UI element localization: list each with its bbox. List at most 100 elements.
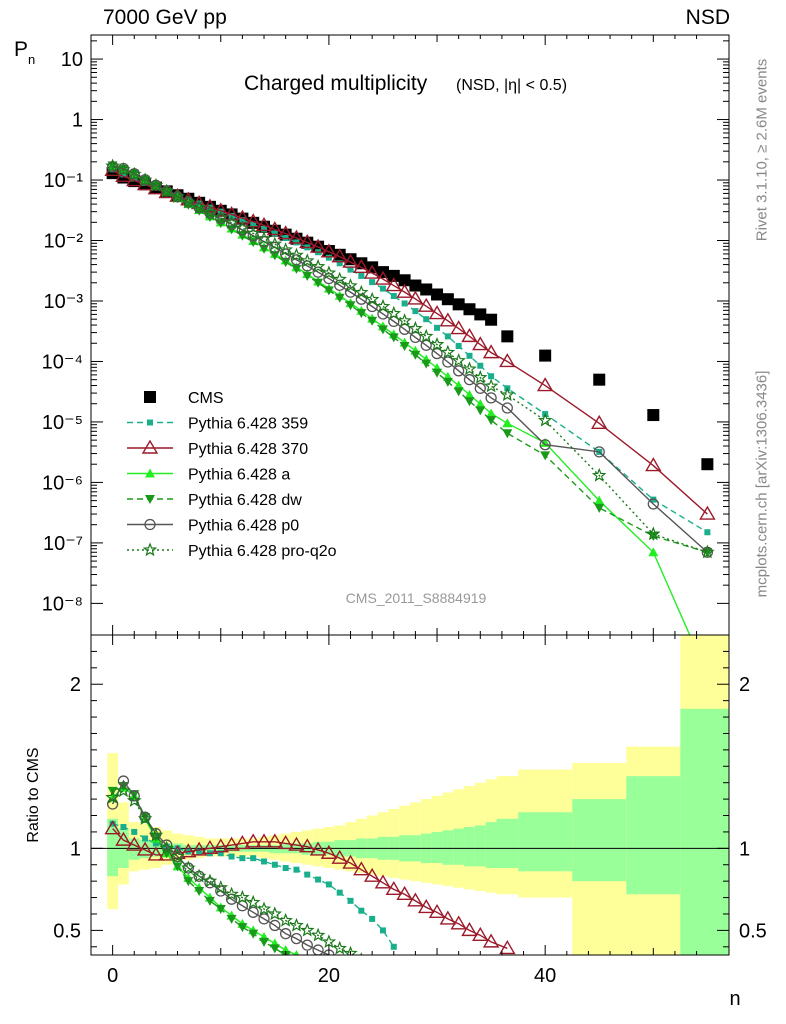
data-point [245,225,261,240]
ratio-point [228,853,235,860]
chart-labels: Charged multiplicity (NSD, |η| < 0.5) CM… [14,38,741,1010]
data-point [363,264,381,279]
data-point [369,279,376,286]
data-point [291,264,302,274]
ratio-point [347,897,354,904]
y-axis-label: P n [14,38,35,67]
data-point [409,279,422,292]
data-point [290,254,303,266]
data-point [239,217,246,224]
data-point [269,251,280,261]
ratio-point [159,840,174,855]
data-point [313,278,324,288]
ratio-point [320,844,338,859]
ratio-series-pythia-6-428-dw [107,781,291,955]
legend-item-pythia-6-428-dw: Pythia 6.428 dw [127,492,302,509]
data-point [477,362,484,369]
data-point [408,320,423,335]
data-point [300,253,315,268]
ratio-point [261,858,268,865]
data-point [700,544,715,559]
ratio-point [259,937,270,947]
data-point [386,305,402,320]
data-point [259,244,270,254]
ratio-point [418,899,435,914]
data-point [250,221,257,228]
band-inner [442,830,454,865]
data-point [399,342,410,352]
ratio-point [120,824,127,830]
band-inner [496,818,519,869]
ratio-point [439,910,457,925]
ratio-point [301,939,313,951]
legend-marker [141,439,159,454]
ratio-line [112,790,355,955]
series-pythia-6-428-pro-q2o [105,158,715,559]
data-point [428,305,446,320]
data-point [461,327,478,343]
legend-marker [145,468,155,478]
ratio-point [180,843,197,858]
band-inner [139,840,151,859]
data-point [116,162,131,176]
band-inner [572,799,627,882]
data-point [485,392,497,404]
ratio-point [116,783,131,798]
data-point [593,446,605,458]
data-point [334,279,346,291]
data-point [418,297,435,312]
data-point [364,291,380,306]
ratio-line [112,828,508,950]
data-point [213,210,229,225]
mcplots-label: mcplots.cern.ch [arXiv:1306.3436] [753,370,771,598]
data-point [278,242,293,257]
ratio-point [288,836,305,851]
ratio-point [223,836,240,851]
ratio-point [293,950,300,955]
legend-item-pythia-6-428-370: Pythia 6.428 370 [127,439,308,458]
data-point [258,235,270,248]
data-point [452,298,465,311]
legend-item-pythia-6-428-p0: Pythia 6.428 p0 [127,518,299,535]
band-inner [485,822,497,869]
ratio-point [215,905,226,915]
rivet-version-label: Rivet 3.1.10, ≥ 2.6M events [753,58,771,242]
ratio-point [271,861,278,868]
ratio-point [277,835,294,850]
ratio-point [255,833,273,848]
ratio-point [461,921,478,937]
band-inner [128,838,140,860]
data-point [453,380,464,390]
main-frame [90,34,730,636]
ratio-point [174,845,181,852]
data-point [322,245,335,258]
data-point [215,212,227,225]
y-tick-label: 10⁻⁴ [42,351,83,373]
ratio-point [244,833,262,848]
data-point [332,271,347,286]
data-point [355,293,367,305]
ratio-plot-series [104,775,516,955]
data-point [453,365,465,377]
data-point [353,258,370,274]
data-point [379,285,386,292]
x-axis-label: n [729,988,740,1010]
data-point [401,300,408,307]
ratio-point [379,927,386,934]
ratio-point [204,896,215,906]
data-point [398,274,411,287]
data-point [236,224,249,236]
ratio-point [204,877,216,889]
ratio-point [385,880,402,896]
y-axis-label-sub: n [28,52,35,67]
ratio-point [105,789,120,804]
ratio-y-tick-label-right: 0.5 [739,920,767,942]
data-point [453,387,464,397]
ratio-point [250,855,257,862]
ratio-point [304,871,311,878]
series-line [112,169,708,515]
data-point [191,199,207,214]
data-point [331,248,348,263]
data-point [310,258,326,273]
ratio-point [190,841,208,856]
